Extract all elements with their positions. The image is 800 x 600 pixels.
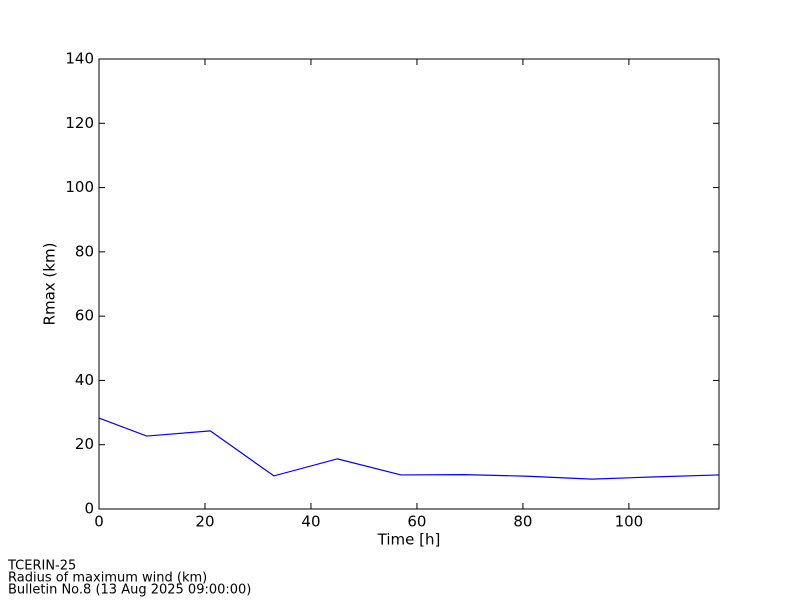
y-tick-label: 120 — [65, 114, 94, 132]
x-tick-label: 40 — [301, 513, 320, 531]
y-axis-label: Rmax (km) — [41, 243, 59, 326]
x-axis-label: Time [h] — [377, 531, 441, 549]
y-tick-label: 0 — [84, 500, 94, 518]
y-tick-label: 80 — [75, 242, 94, 260]
data-line — [98, 417, 720, 480]
plot-frame — [98, 58, 720, 510]
footer-line: Radius of maximum wind (km) — [8, 571, 207, 586]
y-tick-label: 140 — [65, 50, 94, 68]
x-tick-label: 0 — [94, 513, 104, 531]
y-tick-label: 60 — [75, 307, 94, 325]
footer-line: Bulletin No.8 (13 Aug 2025 09:00:00) — [8, 583, 251, 598]
y-tick-label: 20 — [75, 435, 94, 453]
x-tick-label: 60 — [407, 513, 426, 531]
y-tick-label: 100 — [65, 178, 94, 196]
y-tick-label: 40 — [75, 371, 94, 389]
x-tick-label: 80 — [513, 513, 532, 531]
footer-line: TCERIN-25 — [7, 559, 76, 574]
x-tick-label: 100 — [615, 513, 644, 531]
x-tick-label: 20 — [195, 513, 214, 531]
